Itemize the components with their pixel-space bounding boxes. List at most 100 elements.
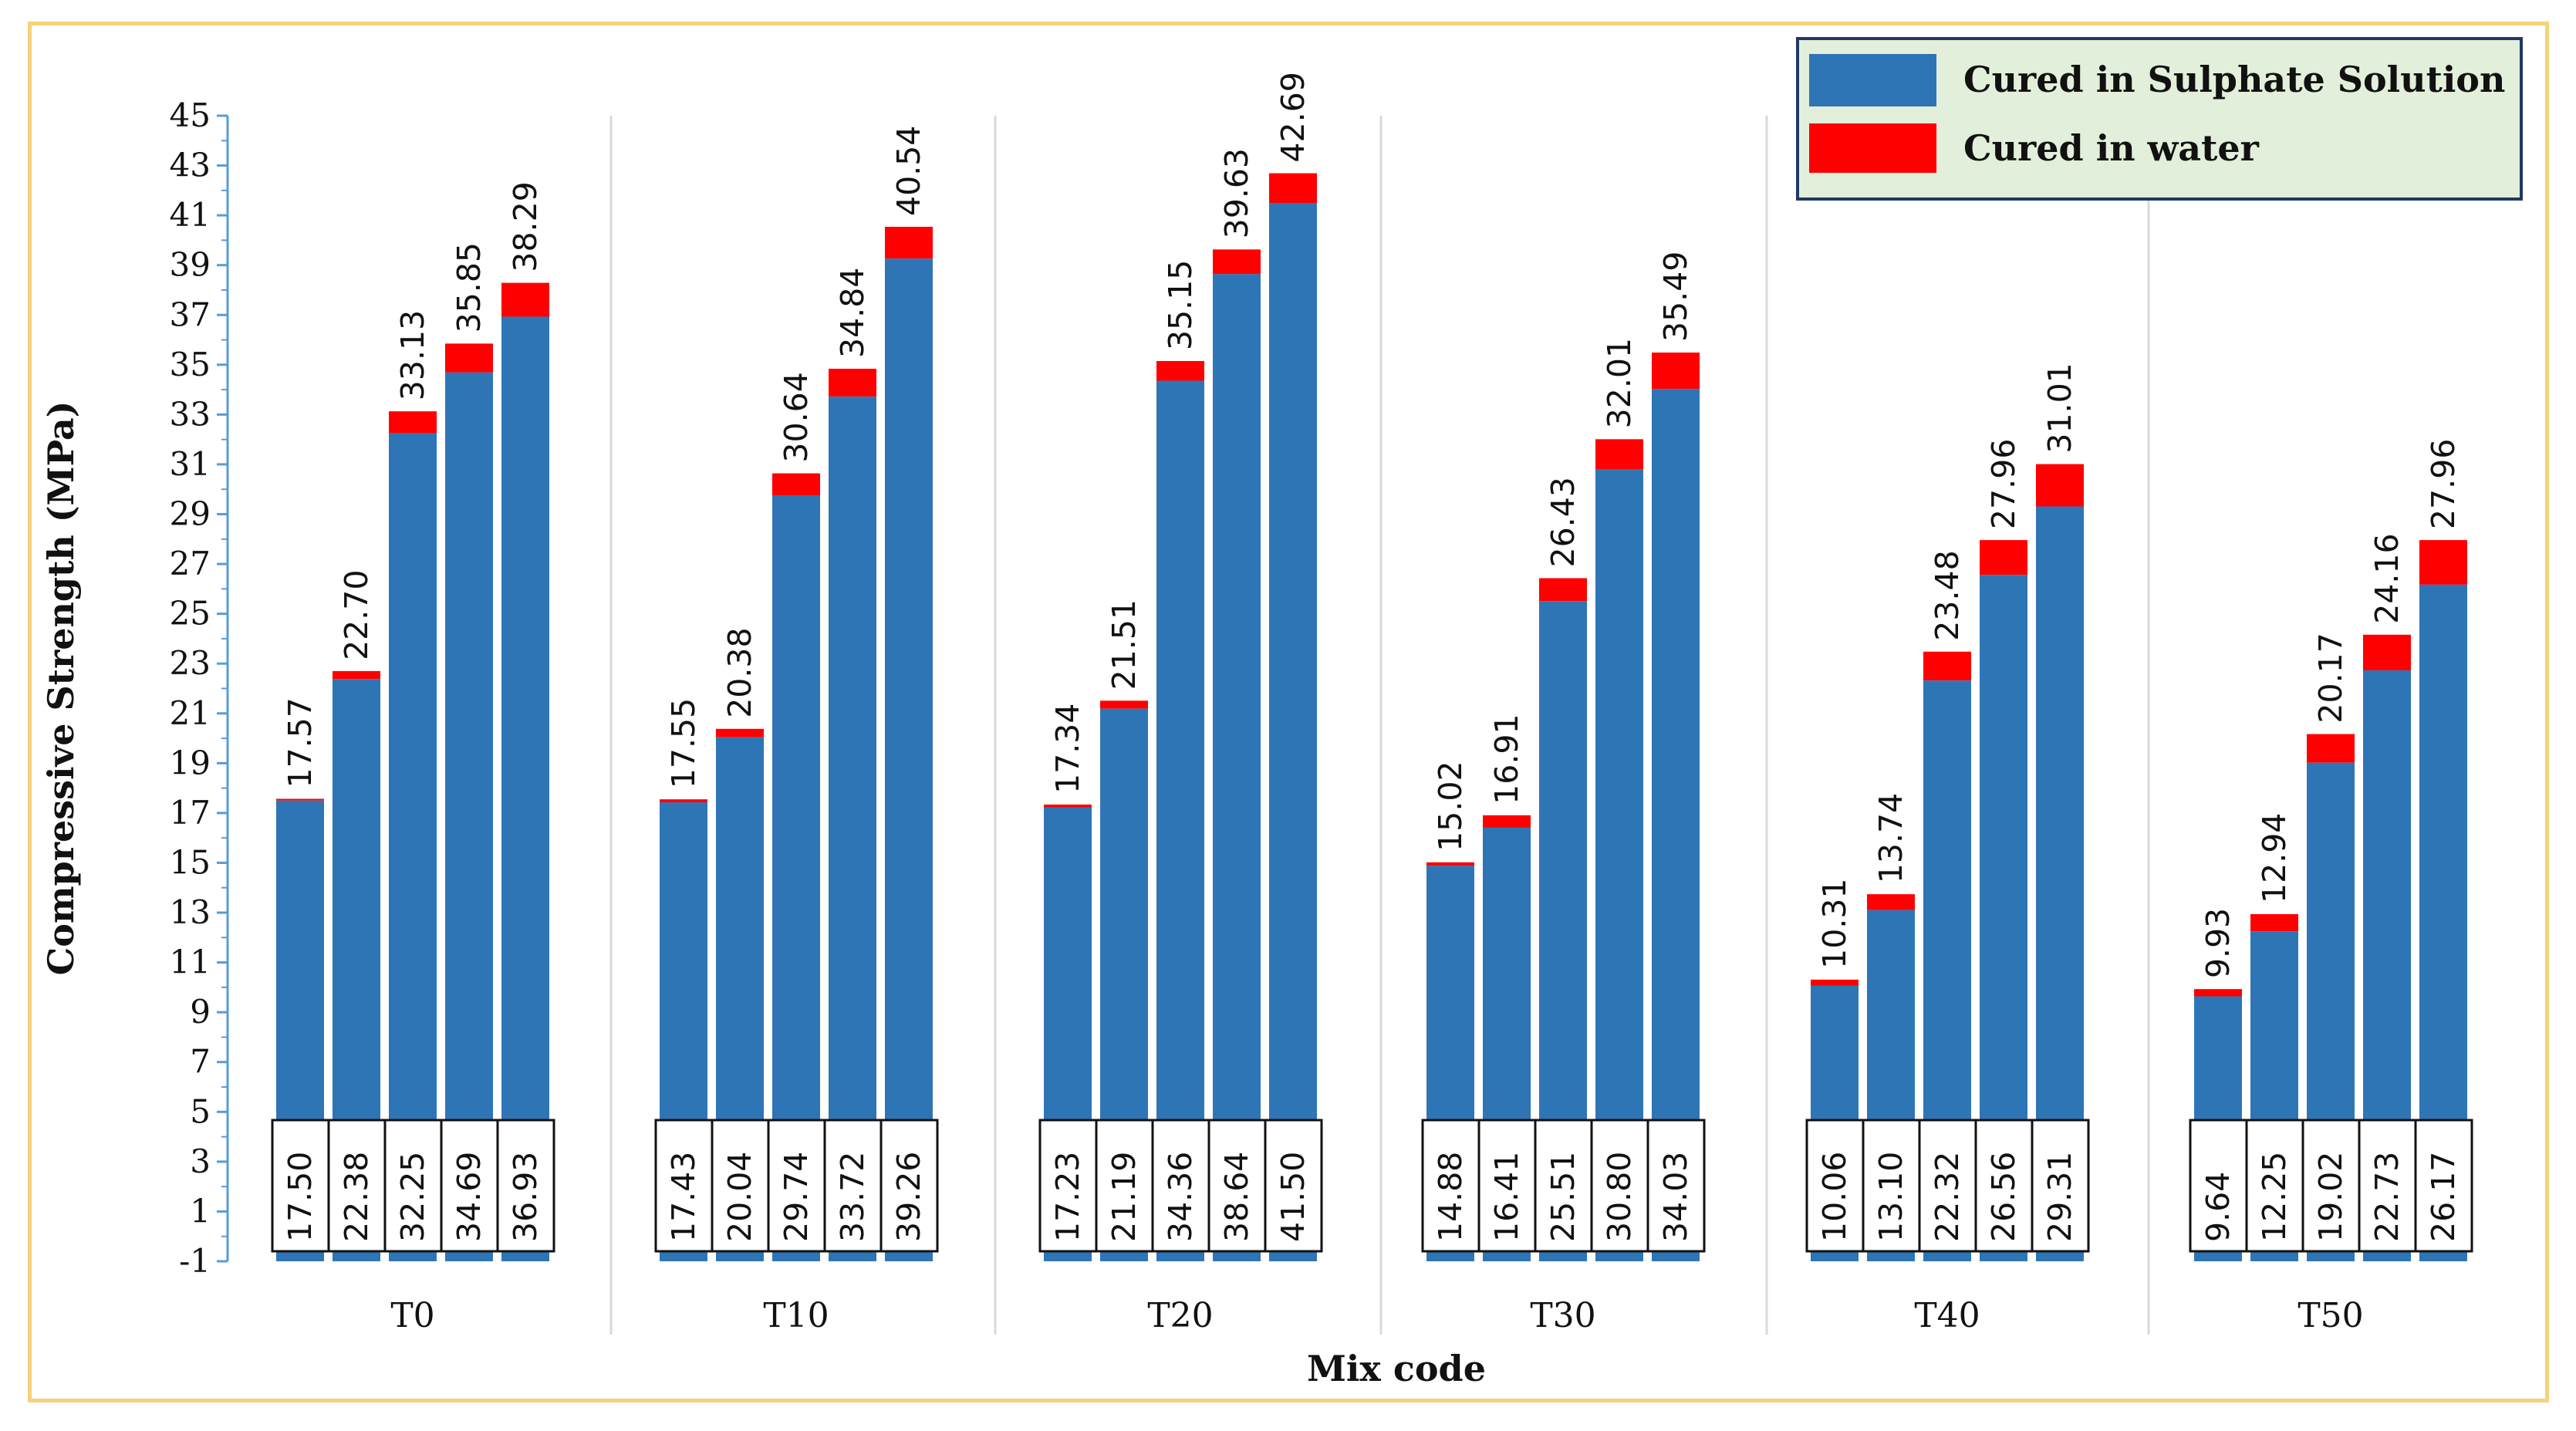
bar-cured-in-sulphate [1156, 380, 1204, 1262]
value-label-cured-in-water: 17.34 [1049, 704, 1086, 794]
legend-label-sulphate: Cured in Sulphate Solution [1963, 59, 2505, 100]
bar-cured-in-water [2363, 634, 2411, 670]
table-cell [2245, 1119, 2304, 1253]
y-tick-label: 31 [170, 445, 211, 483]
value-label-cured-in-water: 27.96 [2425, 439, 2462, 529]
value-label-cured-in-sulphate: 39.26 [890, 1152, 927, 1242]
y-tick-label: 17 [170, 794, 211, 832]
table-cell [1918, 1119, 1977, 1253]
y-tick-label: 11 [170, 943, 211, 981]
table-cell [1974, 1119, 2034, 1253]
value-label-cured-in-water: 23.48 [1929, 550, 1966, 640]
value-label-cured-in-water: 20.38 [721, 627, 758, 717]
table-cell [2358, 1119, 2417, 1253]
value-label-cured-in-sulphate: 20.04 [721, 1152, 758, 1242]
legend-label-water: Cured in water [1963, 127, 2260, 169]
table-cell [767, 1119, 826, 1253]
value-label-cured-in-water: 35.15 [1162, 260, 1199, 350]
value-label-cured-in-sulphate: 17.23 [1049, 1152, 1086, 1242]
table-cell [1151, 1119, 1210, 1253]
bar-cured-in-water [1269, 173, 1317, 203]
table-cell [1421, 1119, 1480, 1253]
x-category-label: T10 [763, 1296, 829, 1335]
y-tick-label: 35 [170, 346, 211, 383]
table-cell [711, 1119, 770, 1253]
value-tables: 17.50 22.38 32.25 34.69 36.93 17.43 20.04 29.74… [271, 1119, 2473, 1253]
value-label-cured-in-water: 13.74 [1872, 793, 1909, 883]
y-tick-label: 21 [170, 694, 211, 732]
table-cell [1207, 1119, 1267, 1253]
table-cell [1805, 1119, 1865, 1253]
value-label-cured-in-sulphate: 17.43 [665, 1152, 702, 1242]
value-label-cured-in-water: 22.70 [338, 570, 375, 660]
value-label-cured-in-sulphate: 26.17 [2425, 1152, 2462, 1242]
table-cell [496, 1119, 555, 1253]
bar-cured-in-sulphate [445, 372, 493, 1261]
value-label-cured-in-water: 40.54 [890, 126, 927, 216]
y-tick-label: 41 [170, 196, 211, 234]
bar-cured-in-sulphate [1213, 274, 1261, 1261]
x-category-label: T30 [1530, 1296, 1595, 1335]
y-tick-label: 29 [170, 495, 211, 533]
value-label-cured-in-sulphate: 16.41 [1488, 1152, 1525, 1242]
bar-cured-in-water [2036, 464, 2084, 507]
bar-cured-in-water [2194, 989, 2242, 997]
value-label-cured-in-sulphate: 30.80 [1601, 1152, 1638, 1242]
bar-cured-in-water [885, 226, 933, 259]
group-separators [609, 116, 2150, 1335]
y-tick-label: 45 [170, 96, 211, 134]
y-tick-label: 27 [170, 545, 211, 582]
value-label-cured-in-sulphate: 21.19 [1106, 1152, 1143, 1242]
value-label-cured-in-water: 35.49 [1657, 251, 1694, 342]
bar-cured-in-sulphate [885, 258, 933, 1261]
bar-cured-in-sulphate [829, 397, 876, 1261]
table-cell [2031, 1119, 2090, 1253]
value-label-cured-in-sulphate: 26.56 [1985, 1152, 2022, 1242]
value-label-cured-in-water: 27.96 [1985, 439, 2022, 529]
value-label-cured-in-sulphate: 14.88 [1432, 1152, 1469, 1242]
table-cell [271, 1119, 330, 1253]
value-label-cured-in-sulphate: 38.64 [1218, 1152, 1255, 1242]
value-label-cured-in-sulphate: 41.50 [1274, 1152, 1312, 1242]
bar-cured-in-water [1923, 651, 1971, 681]
value-label-cured-in-water: 12.94 [2256, 813, 2293, 903]
bar-cured-in-water [1044, 804, 1092, 808]
table-cell [2301, 1119, 2361, 1253]
value-label-cured-in-water: 10.31 [1816, 879, 1853, 969]
bar-cured-in-water [1595, 439, 1643, 470]
y-tick-label: 25 [170, 595, 211, 633]
y-tick-label: 13 [170, 893, 211, 931]
legend-swatch-water [1809, 123, 1936, 173]
bar-cured-in-water [389, 411, 437, 434]
value-label-cured-in-water: 9.93 [2200, 908, 2237, 978]
y-tick-label: 19 [170, 744, 211, 781]
table-cell [2189, 1119, 2248, 1253]
bar-cured-in-water [1811, 979, 1859, 986]
value-label-cured-in-water: 34.84 [834, 268, 871, 358]
value-label-cured-in-water: 24.16 [2368, 533, 2406, 623]
bar-cured-in-water [445, 343, 493, 373]
table-cell [1038, 1119, 1098, 1253]
table-cell [2414, 1119, 2473, 1253]
value-label-cured-in-sulphate: 29.74 [778, 1152, 815, 1242]
value-label-cured-in-sulphate: 12.25 [2256, 1152, 2293, 1242]
x-axis-category-labels: T0 T10 T20 T30 T40 T50 [390, 1296, 2363, 1335]
bar-cured-in-water [501, 282, 549, 317]
bar-cured-in-water [276, 798, 324, 801]
table-cell [383, 1119, 443, 1253]
value-label-cured-in-sulphate: 13.10 [1872, 1152, 1909, 1242]
bar-cured-in-water [829, 368, 876, 397]
bar-cured-in-water [1867, 894, 1915, 910]
y-tick-label: -1 [179, 1242, 211, 1280]
bar-cured-in-water [1156, 360, 1204, 381]
value-label-cured-in-water: 30.64 [778, 372, 815, 462]
x-category-label: T0 [390, 1296, 434, 1335]
value-label-cured-in-water: 17.57 [282, 697, 319, 788]
bar-cured-in-water [2250, 913, 2298, 932]
value-label-cured-in-water: 20.17 [2312, 633, 2349, 723]
value-label-cured-in-sulphate: 33.72 [834, 1152, 871, 1242]
y-tick-label: 1 [190, 1192, 211, 1230]
value-label-cured-in-water: 33.13 [394, 310, 431, 400]
table-cell [1095, 1119, 1154, 1253]
bar-cured-in-water [1539, 578, 1587, 602]
